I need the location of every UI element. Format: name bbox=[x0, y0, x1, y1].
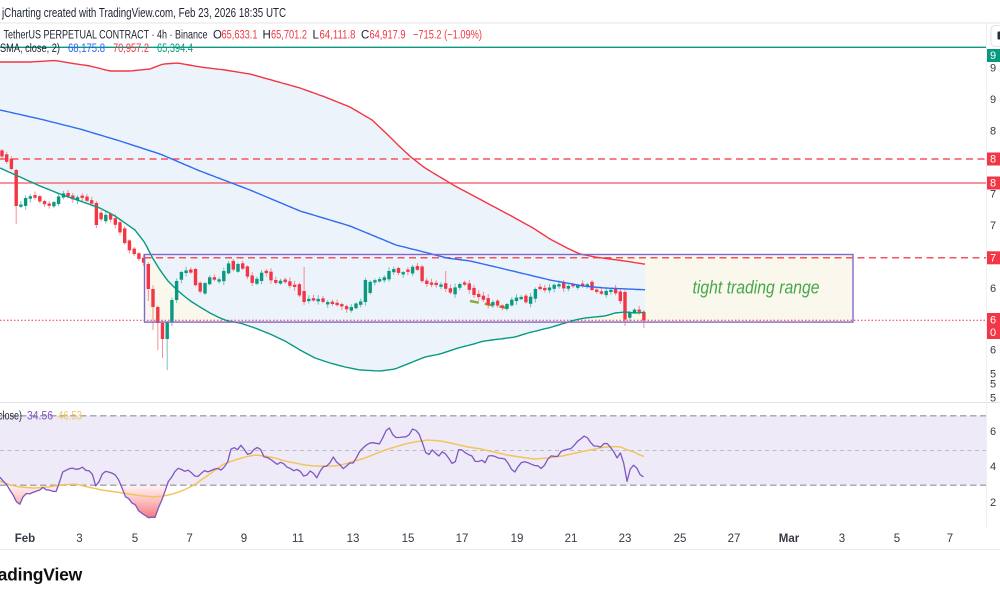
svg-text:7: 7 bbox=[186, 533, 192, 545]
svg-text:O: O bbox=[213, 30, 222, 42]
svg-text:64,917.9: 64,917.9 bbox=[370, 30, 406, 42]
svg-text:jCharting created with Trading: jCharting created with TradingView.com, … bbox=[1, 6, 286, 20]
svg-text:65,701.2: 65,701.2 bbox=[271, 30, 307, 42]
svg-text:27: 27 bbox=[728, 533, 741, 545]
svg-text:17: 17 bbox=[456, 533, 469, 545]
svg-text:SMA, close, 2): SMA, close, 2) bbox=[0, 43, 60, 55]
svg-text:6: 6 bbox=[990, 283, 996, 295]
svg-text:68,175.8: 68,175.8 bbox=[68, 43, 105, 55]
svg-text:Mar: Mar bbox=[779, 533, 800, 545]
svg-text:11: 11 bbox=[292, 533, 304, 545]
svg-text:6: 6 bbox=[990, 426, 996, 438]
svg-text:5: 5 bbox=[990, 393, 996, 405]
svg-text:C: C bbox=[361, 30, 369, 42]
svg-text:65,394.4: 65,394.4 bbox=[157, 43, 193, 55]
svg-text:9: 9 bbox=[241, 533, 247, 545]
svg-text:3: 3 bbox=[76, 533, 82, 545]
svg-text:5: 5 bbox=[132, 533, 138, 545]
svg-text:5: 5 bbox=[990, 368, 996, 380]
svg-text:23: 23 bbox=[619, 533, 632, 545]
svg-text:19: 19 bbox=[511, 533, 524, 545]
svg-text:6: 6 bbox=[990, 315, 996, 327]
svg-text:46.53: 46.53 bbox=[58, 410, 82, 422]
svg-text:15: 15 bbox=[402, 533, 415, 545]
svg-text:TetherUS PERPETUAL CONTRACT ·: TetherUS PERPETUAL CONTRACT · 4h · Binan… bbox=[4, 30, 208, 42]
svg-text:4: 4 bbox=[990, 461, 996, 473]
svg-text:7: 7 bbox=[990, 189, 996, 201]
svg-text:8: 8 bbox=[990, 126, 996, 138]
svg-text:13: 13 bbox=[347, 533, 360, 545]
svg-text:64,111.8: 64,111.8 bbox=[320, 30, 356, 42]
svg-text:70,957.2: 70,957.2 bbox=[113, 43, 149, 55]
svg-text:9: 9 bbox=[990, 50, 996, 62]
svg-text:0: 0 bbox=[990, 327, 996, 339]
svg-text:tight trading range: tight trading range bbox=[693, 278, 820, 298]
svg-text:8: 8 bbox=[990, 178, 996, 190]
svg-text:5: 5 bbox=[990, 378, 996, 390]
svg-text:7: 7 bbox=[990, 220, 996, 232]
svg-text:65,633.1: 65,633.1 bbox=[222, 30, 258, 42]
svg-text:7: 7 bbox=[990, 252, 996, 264]
svg-text:close): close) bbox=[0, 410, 22, 422]
svg-text:5: 5 bbox=[894, 533, 900, 545]
svg-text:25: 25 bbox=[674, 533, 687, 545]
svg-text:8: 8 bbox=[990, 154, 996, 166]
svg-text:34.56: 34.56 bbox=[27, 410, 53, 422]
svg-text:TradingView: TradingView bbox=[0, 565, 83, 585]
svg-text:L: L bbox=[313, 30, 320, 42]
svg-text:21: 21 bbox=[565, 533, 578, 545]
svg-text:3: 3 bbox=[839, 533, 845, 545]
svg-text:H: H bbox=[263, 30, 271, 42]
svg-text:Feb: Feb bbox=[15, 533, 35, 545]
svg-text:9: 9 bbox=[990, 94, 996, 106]
svg-text:7: 7 bbox=[947, 533, 953, 545]
svg-text:2: 2 bbox=[990, 497, 996, 509]
svg-text:6: 6 bbox=[990, 345, 996, 357]
svg-text:9: 9 bbox=[990, 63, 996, 75]
svg-text:−715.2 (−1.09%): −715.2 (−1.09%) bbox=[413, 30, 482, 42]
